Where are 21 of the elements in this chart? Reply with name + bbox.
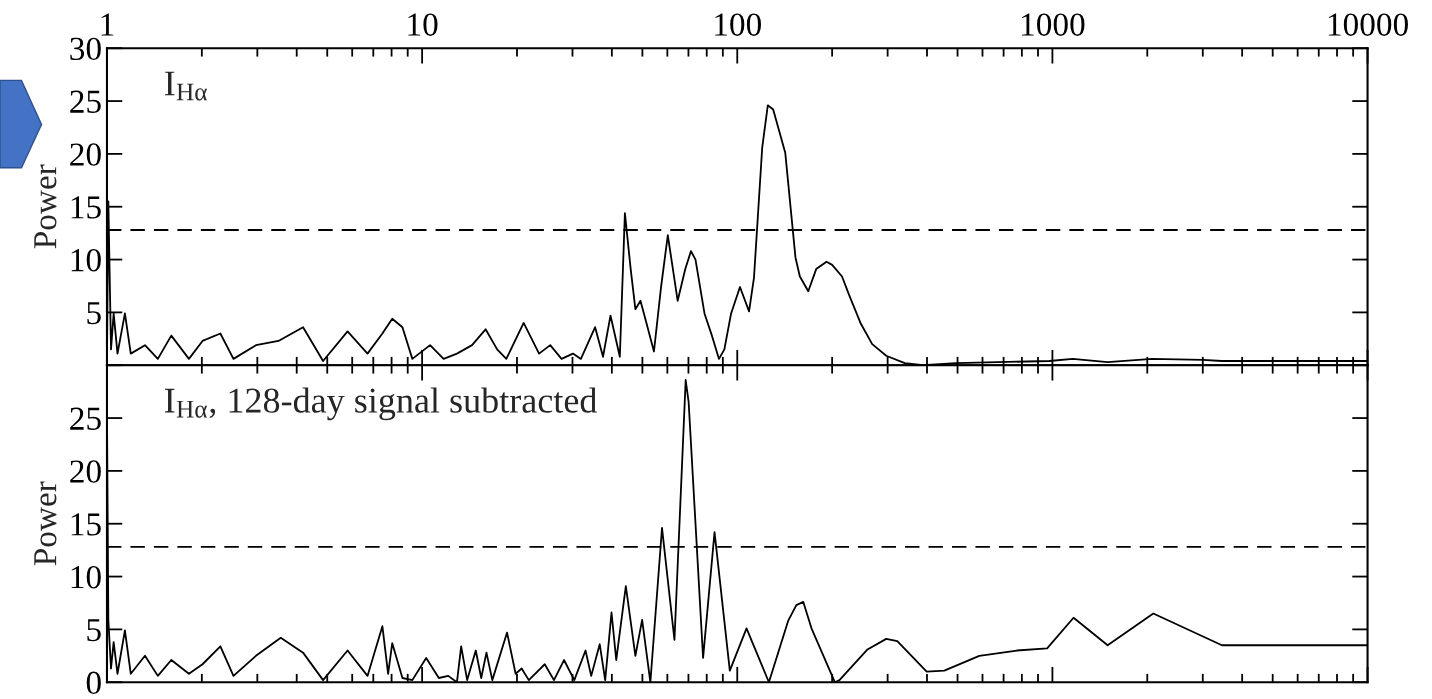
y-tick-label: 25 [70, 90, 101, 113]
x-tick-label: 10000 [1328, 13, 1408, 36]
y-tick-label: 30 [70, 37, 101, 61]
y-tick-label: 10 [71, 565, 101, 589]
annotation: I$_{Hα}$ [165, 71, 207, 101]
y-tick-label: 25 [70, 407, 101, 430]
y-tick-label: 20 [70, 460, 101, 483]
y-axis-title: Power [34, 481, 57, 566]
y-tick-label: 10 [71, 248, 101, 272]
y-tick-label: 15 [71, 513, 101, 536]
y-tick-label: 5 [87, 619, 101, 642]
y-axis-title: Power [34, 164, 57, 249]
x-tick-label: 100 [715, 13, 761, 36]
x-tick-label: 1000 [1022, 13, 1085, 36]
x-tick-label: 10 [408, 13, 438, 36]
annotation: I$_{Hα}$, 128-day signal subtracted [165, 387, 597, 421]
y-tick-label: 20 [70, 143, 101, 166]
y-tick-label: 5 [87, 302, 101, 325]
x-tick-label: 1 [101, 13, 114, 36]
y-tick-label: 15 [71, 196, 101, 219]
y-tick-label: 0 [86, 671, 101, 695]
